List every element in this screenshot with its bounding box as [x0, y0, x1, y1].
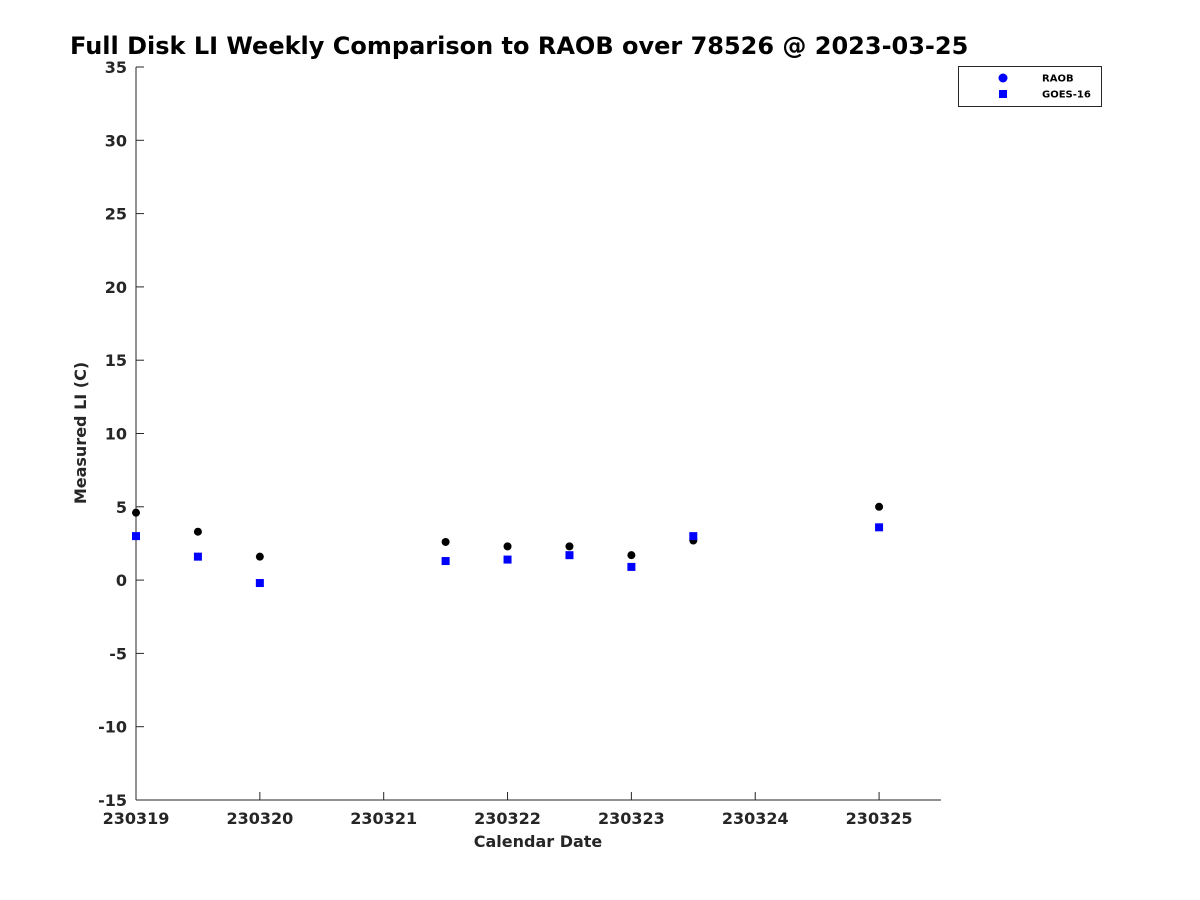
chart-title: Full Disk LI Weekly Comparison to RAOB o…: [70, 32, 968, 60]
goes-16-point: [565, 551, 574, 560]
y-axis-label: Measured LI (C): [71, 362, 90, 504]
y-axis-ticks: -15 -10 -5 0 5 10 15 20 25 30 35: [98, 58, 144, 810]
goes-16-point: [255, 579, 264, 588]
goes-16-point: [193, 552, 202, 561]
legend: RAOB GOES-16: [958, 66, 1102, 107]
raob-point: [193, 527, 202, 536]
legend-box: [958, 66, 1102, 107]
x-tick-label: 230324: [722, 809, 789, 828]
raob-point: [503, 542, 512, 551]
y-tick-label: 35: [105, 58, 127, 77]
goes-16-point: [132, 532, 140, 541]
x-tick-label: 230321: [350, 809, 417, 828]
legend-marker-goes-16: [999, 90, 1007, 98]
y-tick-label: -5: [109, 644, 127, 663]
y-tick-label: 0: [116, 571, 127, 590]
goes-16-point: [627, 562, 636, 571]
raob-point: [875, 502, 884, 511]
axes: [135, 67, 941, 801]
y-tick-label: 30: [105, 131, 127, 150]
x-axis-label: Calendar Date: [474, 832, 603, 851]
raob-point: [565, 542, 574, 551]
y-tick-label: 20: [105, 278, 127, 297]
data-points: [132, 502, 884, 588]
x-tick-label: 230319: [103, 809, 170, 828]
raob-point: [255, 552, 264, 561]
raob-point: [441, 537, 450, 546]
y-tick-label: 25: [105, 205, 127, 224]
goes-16-point: [689, 532, 698, 541]
legend-label-raob: RAOB: [1042, 74, 1074, 85]
x-tick-label: 230323: [598, 809, 665, 828]
y-tick-label: 5: [116, 498, 127, 517]
raob-point: [627, 551, 636, 560]
goes-16-point: [503, 555, 512, 564]
y-tick-label: 15: [105, 351, 127, 370]
x-axis-ticks: 230319 230320 230321 230322 230323 230324 2303…: [103, 792, 913, 828]
raob-point: [132, 508, 140, 517]
x-tick-label: 230322: [474, 809, 541, 828]
y-tick-label: -15: [98, 791, 127, 810]
legend-marker-raob: [998, 73, 1008, 83]
y-tick-label: -10: [98, 718, 127, 737]
x-tick-label: 230320: [226, 809, 293, 828]
y-tick-label: 10: [105, 425, 127, 444]
legend-label-goes-16: GOES-16: [1042, 90, 1091, 101]
goes-16-point: [875, 523, 884, 532]
x-tick-label: 230325: [846, 809, 913, 828]
goes-16-point: [441, 557, 450, 566]
